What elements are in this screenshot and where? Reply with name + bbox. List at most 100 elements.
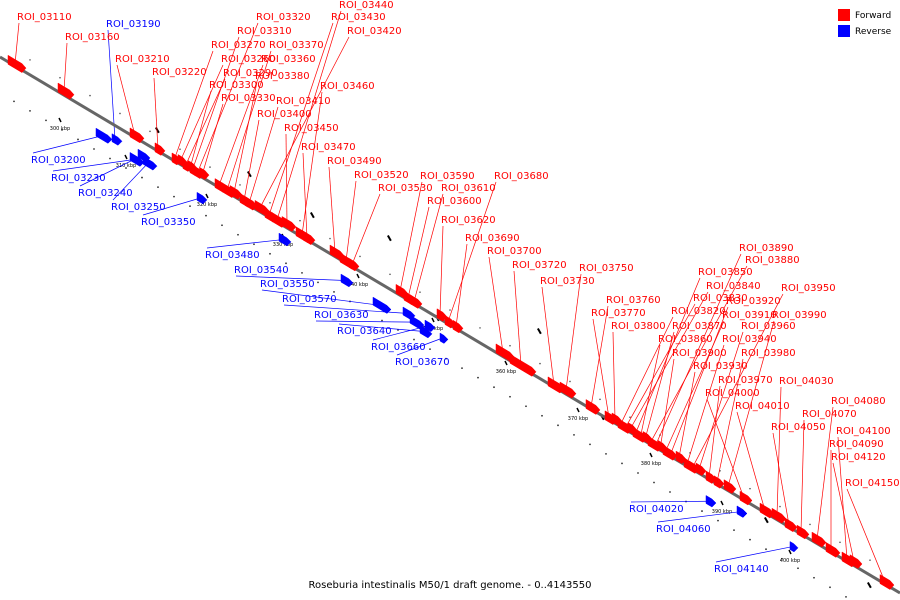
label-leader (197, 22, 259, 173)
gene-label-roi-03290: ROI_03290 (223, 68, 278, 79)
scale-dot (589, 443, 591, 446)
label-leader (686, 344, 725, 465)
scale-dot (781, 557, 783, 560)
gene-label-roi-03310: ROI_03310 (237, 26, 292, 37)
track-dot (329, 237, 331, 240)
gene-label-roi-03690: ROI_03690 (465, 233, 520, 244)
label-leader (413, 193, 444, 302)
tick-label: 300 kbp (50, 126, 70, 132)
label-leader (63, 42, 68, 92)
gene-label-roi-03870: ROI_03870 (672, 321, 727, 332)
scale-dot (253, 243, 255, 246)
track-dot (599, 398, 601, 401)
track-dot (449, 309, 451, 311)
tick-label: 330 kbp (273, 242, 293, 248)
track-dot (89, 94, 91, 97)
label-leader (660, 358, 675, 447)
gene-label-roi-04000: ROI_04000 (705, 388, 760, 399)
gene-label-roi-03160: ROI_03160 (65, 32, 120, 43)
label-leader (708, 385, 721, 478)
scale-dot (541, 414, 543, 417)
gene-label-roi-03230: ROI_03230 (51, 173, 106, 184)
gene-label-roi-03590: ROI_03590 (420, 171, 475, 182)
label-leader (185, 78, 226, 166)
scale-dot (845, 595, 847, 598)
label-leader (206, 239, 284, 249)
label-leader (727, 320, 775, 487)
track-marker (310, 212, 315, 219)
scale-dot (493, 386, 495, 389)
legend-reverse-swatch (838, 25, 850, 37)
track-dot (119, 112, 121, 115)
label-leader (261, 289, 381, 306)
gene-label-roi-03110: ROI_03110 (17, 12, 72, 23)
track-dot (239, 184, 241, 186)
scale-dot (429, 348, 431, 350)
legend-forward-swatch (838, 9, 850, 21)
track-dot (779, 505, 781, 508)
gene-label-roi-03520: ROI_03520 (354, 170, 409, 181)
scale-dot (109, 157, 111, 160)
label-leader (816, 406, 834, 540)
gene-label-roi-03540: ROI_03540 (234, 265, 289, 276)
reverse-gene-arrow (111, 133, 123, 146)
gene-label-roi-04120: ROI_04120 (831, 452, 886, 463)
label-leader (276, 10, 342, 221)
label-leader (112, 162, 149, 201)
track-dot (479, 327, 481, 329)
scale-dot (333, 291, 335, 293)
gene-label-roi-04050: ROI_04050 (771, 422, 826, 433)
scale-dot (749, 538, 751, 541)
forward-gene-arrow (695, 462, 707, 476)
track-marker (763, 517, 769, 524)
label-leader (142, 197, 201, 216)
track-dot (419, 291, 421, 293)
tick-mark (124, 154, 128, 160)
label-leader (832, 462, 855, 562)
forward-gene-arrow (784, 517, 798, 533)
label-leader (248, 106, 279, 204)
forward-gene-arrow (771, 507, 787, 524)
forward-gene-arrow (348, 257, 360, 272)
forward-gene-arrow (811, 531, 827, 548)
forward-gene-arrow (281, 216, 297, 232)
scale-dot (93, 148, 95, 150)
gene-label-roi-03430: ROI_03430 (331, 12, 386, 23)
label-leader (202, 103, 224, 174)
label-leader (692, 293, 784, 468)
forward-gene-arrow (559, 381, 577, 399)
label-leader (670, 306, 729, 455)
reverse-gene-arrow (340, 273, 354, 288)
forward-gene-arrow (509, 353, 537, 377)
scale-dots (13, 59, 871, 598)
track-dot (29, 59, 31, 61)
gene-label-roi-04100: ROI_04100 (836, 426, 891, 437)
label-leader (32, 135, 103, 154)
gene-label-roi-03400: ROI_03400 (257, 109, 312, 120)
gene-label-roi-03350: ROI_03350 (141, 217, 196, 228)
scale-dot (173, 195, 175, 198)
scale-dot (13, 100, 15, 103)
tick-label: 310 kbp (116, 163, 136, 169)
gene-label-roi-03300: ROI_03300 (209, 80, 264, 91)
label-leader (243, 119, 260, 201)
gene-label-roi-03680: ROI_03680 (494, 171, 549, 182)
gene-label-roi-03770: ROI_03770 (591, 308, 646, 319)
label-leader (612, 331, 616, 420)
scale-dot (797, 567, 799, 570)
tick-mark (205, 193, 209, 199)
scale-dot (285, 262, 287, 265)
forward-gene-arrow (713, 475, 725, 489)
gene-label-roi-03960: ROI_03960 (741, 321, 796, 332)
scale-dot (445, 357, 447, 360)
label-leader (407, 206, 430, 299)
forward-gene-arrow (849, 554, 863, 569)
gene-label-roi-03700: ROI_03700 (487, 246, 542, 257)
gene-label-roi-03660: ROI_03660 (371, 342, 426, 353)
label-leader (541, 286, 555, 385)
label-leader (800, 419, 805, 533)
scale-dot (301, 271, 303, 274)
tick-mark (431, 317, 435, 323)
gene-label-roi-03950: ROI_03950 (781, 283, 836, 294)
label-leader (772, 432, 790, 525)
